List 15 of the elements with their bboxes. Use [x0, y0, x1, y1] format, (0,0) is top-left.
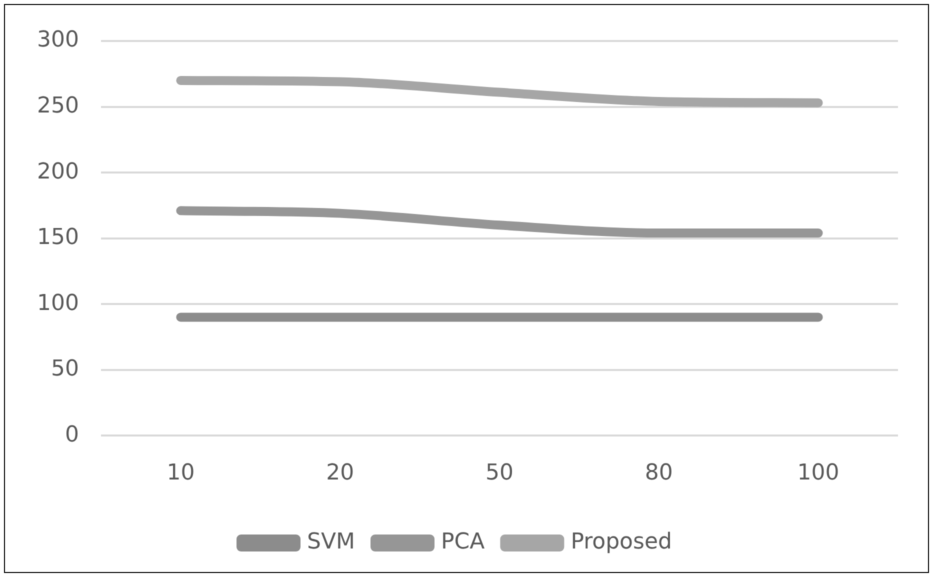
legend-label: SVM [307, 530, 356, 555]
x-tick-label: 80 [644, 460, 673, 486]
legend-label: PCA [441, 530, 485, 555]
y-tick-label: 300 [36, 28, 79, 53]
y-tick-label: 0 [64, 422, 79, 448]
y-tick-label: 200 [36, 159, 79, 184]
y-tick-label: 150 [36, 225, 79, 250]
x-tick-label: 100 [797, 460, 840, 486]
x-tick-label: 20 [326, 460, 354, 486]
y-tick-label: 100 [36, 290, 79, 316]
x-tick-label: 10 [166, 460, 195, 486]
x-tick-label: 50 [485, 460, 514, 486]
legend-label: Proposed [570, 530, 672, 555]
y-tick-label: 50 [50, 356, 79, 382]
y-tick-label: 250 [36, 93, 79, 118]
